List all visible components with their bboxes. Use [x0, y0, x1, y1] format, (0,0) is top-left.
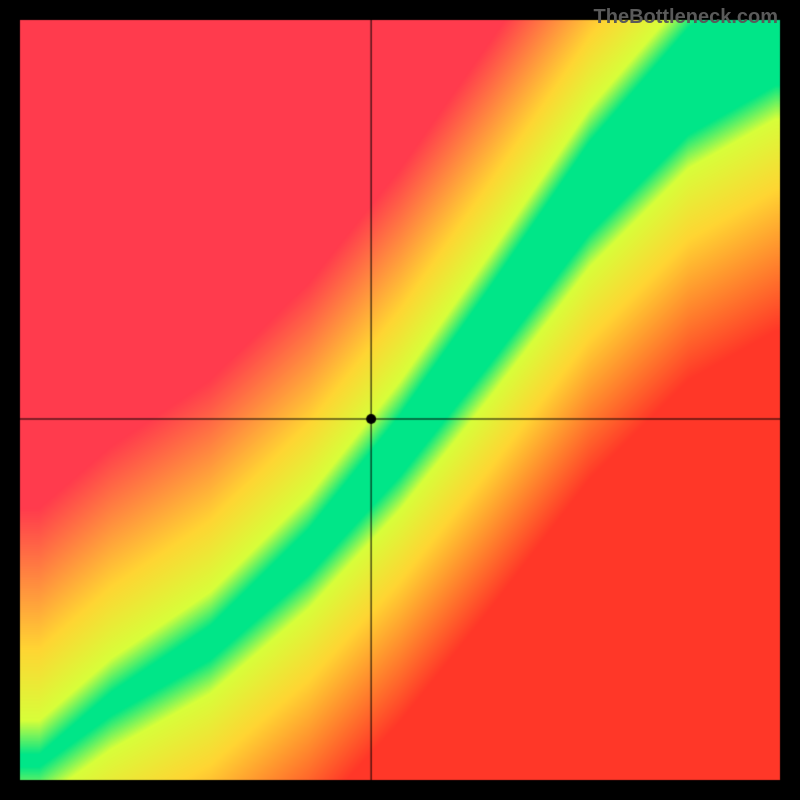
watermark-label: TheBottleneck.com — [594, 6, 778, 29]
bottleneck-heatmap — [0, 0, 800, 800]
chart-container: TheBottleneck.com — [0, 0, 800, 800]
